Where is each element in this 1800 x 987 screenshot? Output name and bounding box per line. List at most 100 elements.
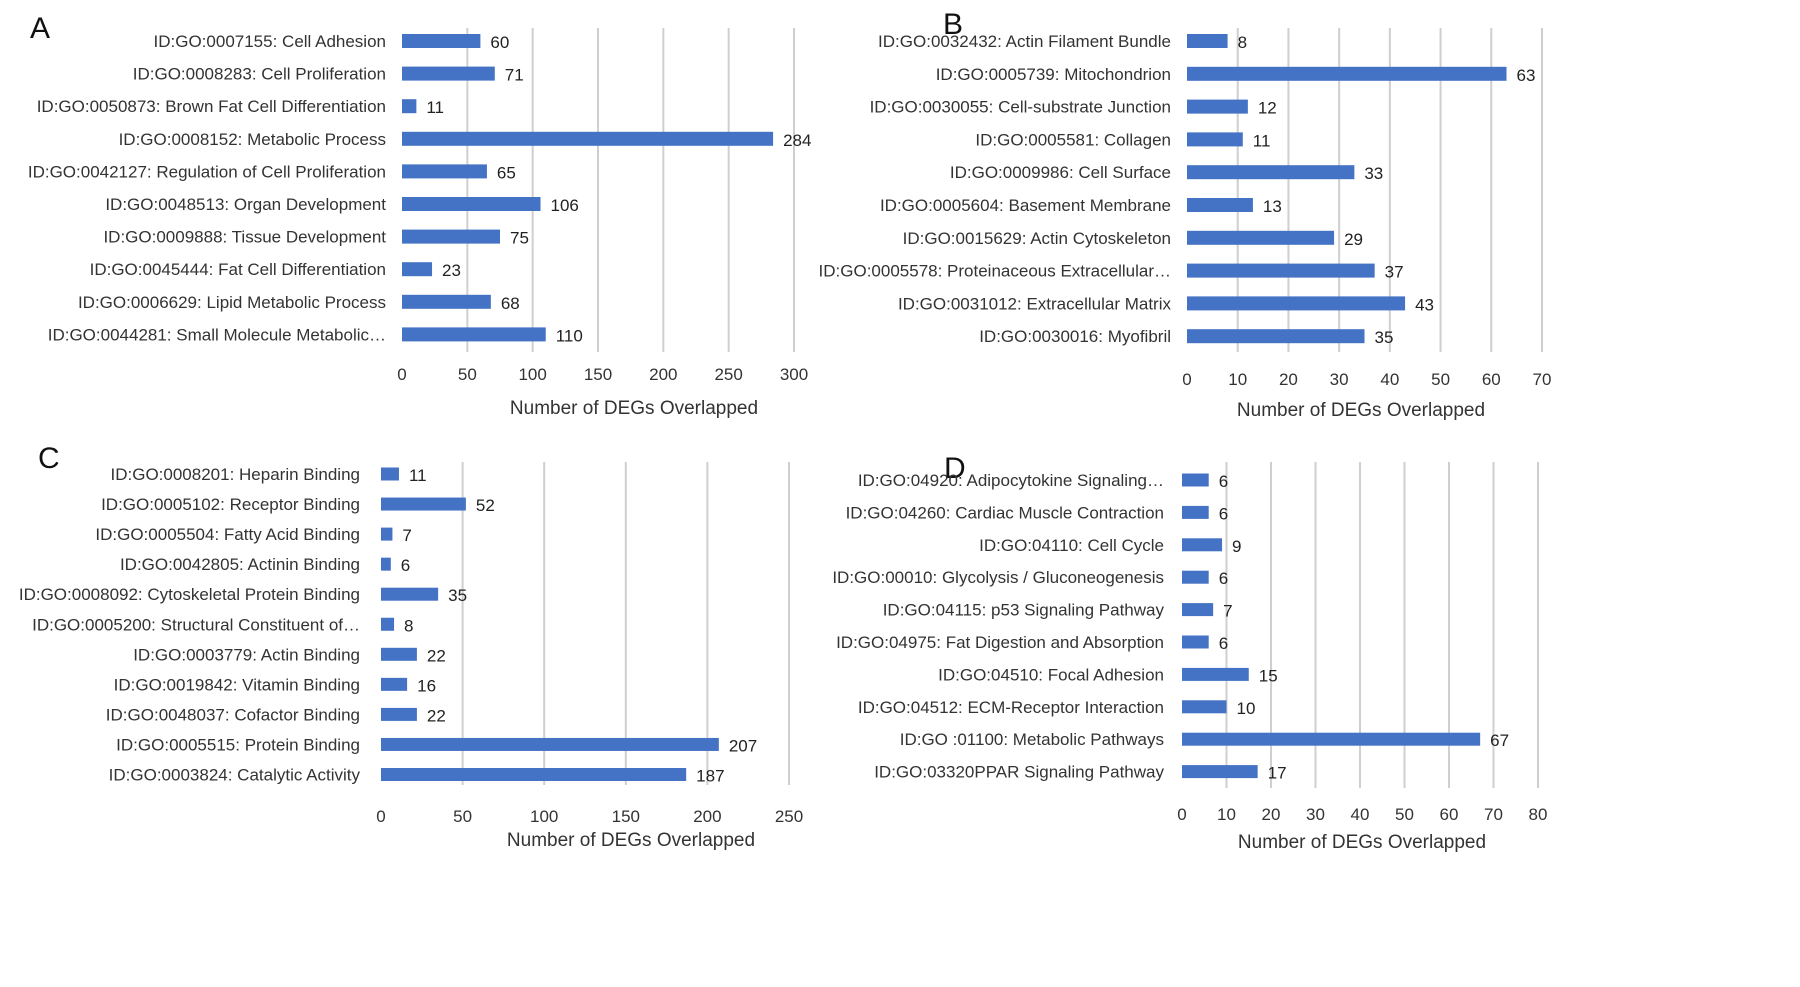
value-label-d-9: 17 [1268, 764, 1287, 783]
x-tick-label-b-2: 20 [1279, 370, 1298, 389]
panel-letter-d: D [944, 452, 966, 485]
value-label-d-0: 6 [1219, 472, 1228, 491]
value-label-d-5: 6 [1219, 634, 1228, 653]
chart-panel-a: A 0 50 100 150 200 250 300 ID:GO:0007155: Cell … [0, 0, 900, 430]
x-tick-label-c-2: 100 [530, 807, 558, 826]
category-label-d-0: ID:GO:04920: Adipocytokine Signaling… [858, 471, 1164, 490]
bar-d-8 [1182, 732, 1481, 746]
category-label-a-6: ID:GO:0009888: Tissue Development [103, 228, 386, 247]
category-label-a-7: ID:GO:0045444: Fat Cell Differentiation [90, 260, 386, 279]
bar-d-7 [1182, 700, 1227, 714]
bar-c-1 [381, 497, 466, 511]
bar-chart-c: 0 50 100 150 200 250 ID:GO:0008201: Heparin Bi… [19, 462, 803, 826]
bar-b-4 [1187, 165, 1355, 180]
bar-b-7 [1187, 263, 1375, 278]
bar-chart-a: 0 50 100 150 200 250 300 ID:GO:0007155: Cell Ad… [28, 28, 811, 384]
value-label-d-1: 6 [1219, 504, 1228, 523]
x-tick-label-b-6: 60 [1482, 370, 1501, 389]
category-label-c-4: ID:GO:0008092: Cytoskeletal Protein Bind… [19, 585, 360, 604]
value-label-a-4: 65 [497, 163, 516, 182]
bar-b-9 [1187, 329, 1365, 344]
category-label-b-9: ID:GO:0030016: Myofibril [979, 327, 1171, 346]
x-axis-title-b: Number of DEGs Overlapped [1236, 400, 1486, 421]
bar-b-8 [1187, 296, 1406, 311]
bar-chart-b: 0 10 20 30 40 50 60 70 ID:GO:0032432: Actin Fila… [819, 28, 1552, 389]
value-label-c-2: 7 [402, 526, 411, 545]
x-tick-label-d-0: 0 [1177, 805, 1186, 824]
value-label-b-0: 8 [1238, 33, 1247, 52]
value-label-a-3: 284 [783, 131, 811, 150]
bar-a-2 [402, 99, 417, 114]
x-tick-label-d-4: 40 [1351, 805, 1370, 824]
value-label-d-7: 10 [1237, 699, 1256, 718]
value-label-a-8: 68 [501, 294, 520, 313]
category-label-b-4: ID:GO:0009986: Cell Surface [950, 163, 1171, 182]
x-tick-label-b-0: 0 [1182, 370, 1191, 389]
value-label-d-4: 7 [1223, 602, 1232, 621]
category-label-d-4: ID:GO:04115: p53 Signaling Pathway [883, 601, 1165, 620]
category-label-c-10: ID:GO:0003824: Catalytic Activity [109, 766, 361, 785]
category-label-c-7: ID:GO:0019842: Vitamin Binding [114, 675, 360, 694]
panel-letter-c: C [38, 442, 60, 475]
x-tick-label-b-1: 10 [1228, 370, 1247, 389]
category-label-a-9: ID:GO:0044281: Small Molecule Metabolic… [48, 325, 386, 344]
category-label-a-2: ID:GO:0050873: Brown Fat Cell Differenti… [37, 97, 386, 116]
bar-c-3 [381, 557, 391, 571]
value-label-c-4: 35 [448, 586, 467, 605]
x-tick-label-c-0: 0 [376, 807, 385, 826]
bar-a-3 [402, 131, 774, 146]
value-label-d-2: 9 [1232, 537, 1241, 556]
bar-a-5 [402, 197, 541, 211]
x-tick-label-a-6: 300 [780, 365, 808, 384]
value-label-b-1: 63 [1517, 66, 1536, 85]
panel-letter-a: A [30, 12, 51, 45]
value-label-a-5: 106 [551, 196, 579, 215]
value-label-c-10: 187 [696, 767, 724, 786]
bar-a-6 [402, 229, 500, 244]
value-label-b-6: 29 [1344, 230, 1363, 249]
value-label-c-5: 8 [404, 616, 413, 635]
bar-chart-d: 0 10 20 30 40 50 60 70 80 ID:GO:04920: Adipocytok… [832, 462, 1547, 824]
bar-c-0 [381, 467, 399, 481]
bar-b-6 [1187, 230, 1335, 245]
category-label-c-8: ID:GO:0048037: Cofactor Binding [106, 705, 360, 724]
value-label-d-3: 6 [1219, 569, 1228, 588]
value-label-a-7: 23 [442, 261, 461, 280]
value-label-a-0: 60 [490, 33, 509, 52]
bar-c-6 [381, 647, 417, 661]
bar-d-3 [1182, 570, 1209, 584]
bar-b-5 [1187, 198, 1253, 212]
value-label-b-4: 33 [1364, 164, 1383, 183]
value-label-b-3: 11 [1253, 131, 1271, 150]
x-tick-label-a-4: 200 [649, 365, 677, 384]
value-label-c-6: 22 [427, 646, 446, 665]
value-label-c-1: 52 [476, 496, 495, 515]
x-tick-label-a-1: 50 [458, 365, 477, 384]
value-label-d-6: 15 [1259, 666, 1278, 685]
panel-letter-b: B [943, 8, 964, 41]
category-label-a-5: ID:GO:0048513: Organ Development [105, 195, 386, 214]
x-tick-label-b-3: 30 [1330, 370, 1349, 389]
x-tick-label-b-5: 50 [1431, 370, 1450, 389]
category-label-c-0: ID:GO:0008201: Heparin Binding [111, 465, 361, 484]
bar-d-2 [1182, 538, 1223, 552]
category-label-d-2: ID:GO:04110: Cell Cycle [979, 536, 1164, 555]
x-tick-label-a-2: 100 [518, 365, 546, 384]
x-tick-label-b-7: 70 [1533, 370, 1552, 389]
bar-d-4 [1182, 603, 1214, 617]
category-label-a-0: ID:GO:0007155: Cell Adhesion [154, 32, 386, 51]
category-label-d-9: ID:GO:03320PPAR Signaling Pathway [874, 763, 1164, 782]
value-label-c-8: 22 [427, 706, 446, 725]
x-tick-label-d-5: 50 [1395, 805, 1414, 824]
x-axis-title-d: Number of DEGs Overlapped [1237, 832, 1487, 853]
bar-c-7 [381, 677, 408, 691]
bar-d-0 [1182, 473, 1209, 487]
bar-c-5 [381, 617, 395, 631]
category-label-b-5: ID:GO:0005604: Basement Membrane [880, 196, 1171, 215]
category-label-b-0: ID:GO:0032432: Actin Filament Bundle [878, 32, 1171, 51]
category-label-a-4: ID:GO:0042127: Regulation of Cell Prolif… [28, 162, 386, 181]
bar-a-0 [402, 34, 481, 48]
x-tick-label-a-5: 250 [714, 365, 742, 384]
bar-c-2 [381, 527, 393, 541]
category-label-d-6: ID:GO:04510: Focal Adhesion [938, 665, 1164, 684]
